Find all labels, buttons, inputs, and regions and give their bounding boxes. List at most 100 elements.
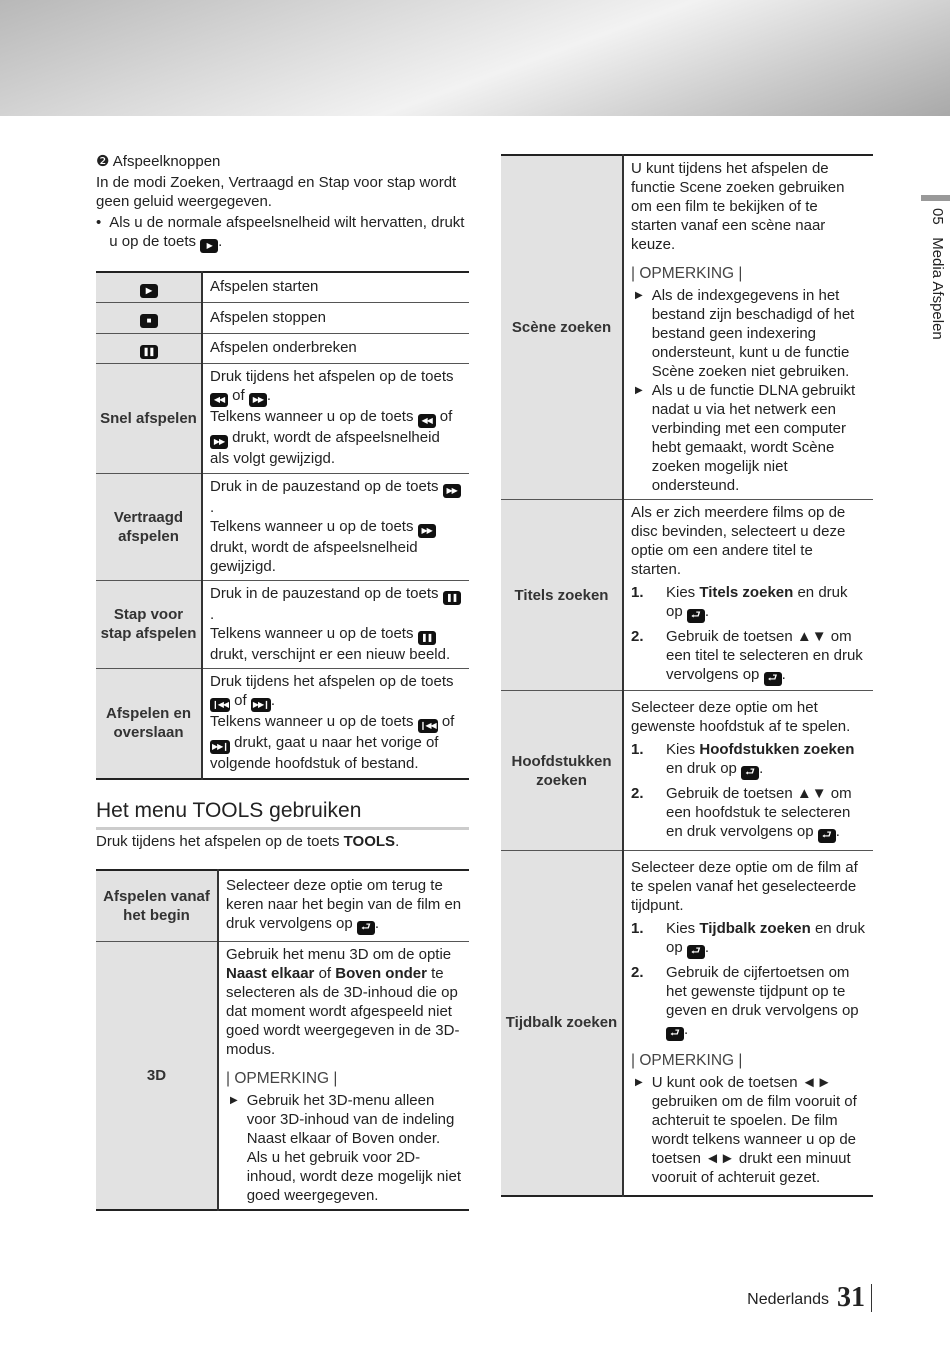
- row-description: U kunt tijdens het afspelen de functie S…: [623, 155, 873, 500]
- numbered-step: 2. Gebruik de cijfertoetsen om het gewens…: [631, 963, 866, 1041]
- row-label: Scène zoeken: [501, 155, 624, 500]
- tools-heading: Het menu TOOLS gebruiken: [96, 798, 469, 830]
- pause-button-icon: ❚❚: [442, 590, 461, 605]
- chapter-tab-marker: [921, 195, 950, 201]
- row-description: Druk in de pauzestand op de toets ❚❚. Tel…: [202, 580, 469, 668]
- text-run: Telkens wanneer u op de toets: [210, 517, 418, 535]
- text-run: en druk op: [666, 584, 848, 620]
- row-description: Selecteer deze optie om de film af te sp…: [623, 851, 873, 1196]
- note-item: ▶ Als u de functie DLNA gebruikt nadat u …: [631, 381, 866, 495]
- bold-text: Tijdbalk zoeken: [699, 919, 811, 937]
- bold-text: TOOLS: [343, 833, 396, 850]
- row-description: Selecteer deze optie om het gewenste hoo…: [623, 691, 873, 851]
- text-run: U kunt ook de toetsen ◄► gebruiken om de…: [651, 1073, 857, 1186]
- row-label: Titels zoeken: [501, 499, 624, 691]
- row-label: ■: [96, 302, 203, 333]
- numbered-step: 1. Kies Titels zoeken en druk op ⮐.: [631, 583, 866, 623]
- step-number: 1.: [631, 584, 644, 601]
- row-label: Stap voor stap afspelen: [96, 580, 203, 668]
- table-row: Afspelen vanaf het begin Selecteer deze o…: [96, 870, 469, 941]
- note-item: ▶ Als de indexgegevens in het bestand zij…: [631, 286, 866, 381]
- text-run: Selecteer deze optie om het gewenste hoo…: [631, 698, 851, 735]
- row-label: ❚❚: [96, 333, 203, 363]
- text-run: Kies: [666, 584, 700, 601]
- pause-button-icon: ❚❚: [417, 630, 436, 645]
- paragraph: Druk in de pauzestand op de toets ▶▶.: [210, 477, 462, 517]
- step-text: Gebruik de cijfertoetsen om het gewenste…: [666, 963, 866, 1041]
- enter-button-icon: ⮐: [666, 1026, 684, 1041]
- row-description: Afspelen onderbreken: [202, 333, 469, 363]
- paragraph: Druk tijdens het afspelen op de toets ◀◀…: [210, 367, 462, 407]
- playback-buttons-table: ▶ Afspelen starten ■ Afspelen stoppen ❚❚ Afsp…: [96, 271, 469, 780]
- chapter-tab: 05 Media Afspelen: [928, 208, 947, 340]
- table-row: Afspelen en overslaan Druk tijdens het af…: [96, 668, 469, 779]
- page-footer: Nederlands 31: [747, 1284, 872, 1312]
- text-run: drukt, verschijnt er een nieuw beeld.: [210, 645, 451, 663]
- stop-button-icon: ■: [139, 314, 158, 328]
- text-run: Telkens wanneer u op de toets: [210, 408, 418, 425]
- note-text: Als u de functie DLNA gebruikt nadat u v…: [652, 381, 866, 495]
- play-button-icon: ▶: [139, 283, 158, 298]
- text-run: Afspelen starten: [210, 278, 319, 296]
- text-run: U kunt tijdens het afspelen de functie S…: [631, 160, 845, 253]
- ff-button-icon: ▶▶: [248, 393, 267, 407]
- bullet-item: • Als u de normale afspeelsnelheid wilt h…: [96, 213, 469, 253]
- note-item: ▶ U kunt ook de toetsen ◄► gebruiken om d…: [631, 1073, 866, 1187]
- text-run: Druk in de pauzestand op de toets: [210, 477, 443, 495]
- note-text: Als de indexgegevens in het bestand zijn…: [652, 286, 866, 381]
- step-text: Gebruik de toetsen ▲▼ om een hoofdstuk t…: [666, 784, 866, 843]
- text-run: en druk op: [666, 919, 865, 956]
- text-run: drukt, wordt de afspeelsnelheid als volg…: [210, 429, 440, 467]
- row-label: ▶: [96, 272, 203, 302]
- triangle-bullet-icon: ▶: [635, 290, 643, 301]
- table-row: Titels zoeken Als er zich meerdere films …: [501, 499, 873, 691]
- step-number: 2.: [631, 963, 644, 981]
- note-heading: | OPMERKING |: [226, 1069, 338, 1087]
- triangle-bullet-icon: ▶: [635, 385, 643, 396]
- left-column: ❷ Afspeelknoppen In de modi Zoeken, Vert…: [96, 152, 469, 1211]
- table-row: Stap voor stap afspelen Druk in de pauzes…: [96, 580, 469, 668]
- rew-button-icon: ◀◀: [417, 414, 436, 428]
- table-row: Scène zoeken U kunt tijdens het afspelen …: [501, 155, 873, 500]
- row-description: Druk tijdens het afspelen op de toets ◀◀…: [202, 363, 469, 473]
- paragraph: Druk tijdens het afspelen op de toets ❙◀…: [210, 672, 462, 713]
- table-row: Hoofdstukken zoeken Selecteer deze optie …: [501, 690, 873, 851]
- numbered-step: 1. Kies Tijdbalk zoeken en druk op ⮐.: [631, 919, 866, 959]
- text-run: Als u de functie DLNA gebruikt nadat u v…: [651, 382, 856, 494]
- step-text: Kies Hoofdstukken zoeken en druk op ⮐.: [666, 740, 866, 780]
- bold-text: Boven onder: [335, 964, 427, 982]
- table-row: Snel afspelen Druk tijdens het afspelen o…: [96, 363, 469, 473]
- text-run: Gebruik het 3D-menu alleen voor 3D-inhou…: [246, 1091, 461, 1204]
- bullet-text: Als u de normale afspeelsnelheid wilt he…: [109, 213, 469, 253]
- paragraph: Selecteer deze optie om de film af te sp…: [631, 858, 866, 915]
- right-column: Scène zoeken U kunt tijdens het afspelen …: [501, 154, 873, 1197]
- table-row: ▶ Afspelen starten: [96, 272, 469, 302]
- text-run: Druk tijdens het afspelen op de toets: [210, 368, 454, 385]
- chapter-title: Media Afspelen: [929, 237, 946, 340]
- text-run: Druk tijdens het afspelen op de toets: [96, 833, 344, 850]
- text-run: .: [210, 498, 215, 516]
- note-heading: | OPMERKING |: [631, 1051, 743, 1069]
- bold-text: Hoofdstukken zoeken: [699, 740, 855, 758]
- text-run: Als er zich meerdere films op de disc be…: [631, 504, 846, 578]
- row-description: Afspelen stoppen: [202, 302, 469, 333]
- text-run: Telkens wanneer u op de toets: [210, 713, 418, 731]
- text-run: of: [314, 964, 336, 982]
- row-description: Druk in de pauzestand op de toets ▶▶. Tel…: [202, 473, 469, 580]
- enter-button-icon: ⮐: [686, 944, 705, 959]
- table-row: Tijdbalk zoeken Selecteer deze optie om d…: [501, 850, 873, 1196]
- tools-table: Afspelen vanaf het begin Selecteer deze o…: [96, 869, 469, 1211]
- text-run: of: [230, 692, 251, 710]
- step-text: Kies Tijdbalk zoeken en druk op ⮐.: [666, 919, 866, 959]
- text-run: Gebruik de toetsen ▲▼ om een titel te se…: [666, 628, 863, 683]
- intro-text: In de modi Zoeken, Vertraagd en Stap voo…: [96, 174, 457, 210]
- text-run: .: [759, 759, 764, 777]
- footer-language: Nederlands: [747, 1291, 829, 1308]
- text-run: .: [704, 603, 710, 620]
- ff-button-icon: ▶▶: [442, 483, 461, 498]
- text-run: Gebruik het menu 3D om de optie: [226, 945, 452, 963]
- text-run: .: [266, 387, 272, 404]
- step-number: 1.: [631, 740, 644, 758]
- paragraph: Druk in de pauzestand op de toets ❚❚.: [210, 584, 462, 624]
- row-label: Vertraagd afspelen: [96, 473, 203, 580]
